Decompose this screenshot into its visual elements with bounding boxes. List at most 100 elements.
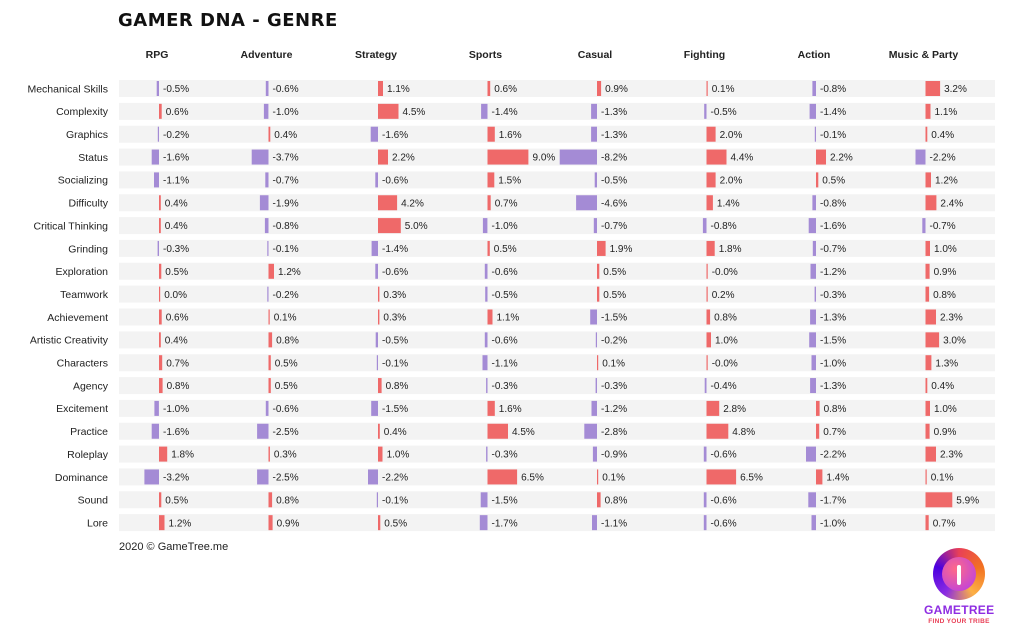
bar	[159, 515, 165, 531]
row-band	[119, 80, 995, 97]
bar	[487, 195, 491, 211]
value-label: -1.2%	[820, 267, 846, 278]
column-header: Sports	[469, 49, 502, 61]
bar	[487, 126, 495, 142]
value-label: -1.6%	[820, 221, 846, 232]
value-label: 0.4%	[165, 221, 188, 232]
value-label: 0.8%	[933, 290, 956, 301]
row-band	[119, 491, 995, 509]
bar	[703, 446, 707, 462]
bar	[378, 218, 401, 234]
value-label: 0.1%	[274, 313, 297, 324]
column-header: Casual	[578, 49, 613, 61]
value-label: 2.0%	[720, 176, 743, 187]
bar	[592, 515, 597, 531]
bar	[808, 218, 816, 234]
row-band	[119, 102, 995, 120]
bar	[159, 446, 168, 462]
value-label: -4.6%	[601, 198, 627, 209]
value-label: -0.9%	[601, 450, 627, 461]
bar	[481, 103, 488, 119]
value-label: -1.5%	[492, 495, 518, 506]
value-label: 5.9%	[956, 495, 979, 506]
bar	[159, 492, 162, 508]
value-label: 1.8%	[719, 244, 742, 255]
bar	[251, 149, 269, 165]
value-label: -0.6%	[273, 84, 299, 95]
value-label: -1.3%	[601, 130, 627, 141]
value-label: -0.7%	[273, 176, 299, 187]
value-label: 0.5%	[384, 518, 407, 529]
bar	[591, 400, 597, 416]
value-label: -0.5%	[711, 107, 737, 118]
bar	[811, 355, 816, 371]
bar	[590, 309, 597, 325]
row-label: Mechanical Skills	[27, 83, 108, 95]
bar	[816, 149, 826, 165]
value-label: -1.2%	[601, 404, 627, 415]
bar	[265, 81, 269, 96]
value-label: 0.1%	[602, 473, 625, 484]
bar	[487, 172, 495, 188]
value-label: 0.4%	[931, 130, 954, 141]
bar	[812, 240, 816, 256]
value-label: 1.0%	[387, 450, 410, 461]
value-label: -0.1%	[273, 244, 299, 255]
row-label: Achievement	[47, 312, 108, 324]
value-label: -0.6%	[492, 267, 518, 278]
value-label: 4.5%	[403, 107, 426, 118]
bar	[915, 149, 926, 165]
bar	[159, 218, 161, 234]
row-label: Excitement	[56, 403, 108, 415]
value-label: 0.9%	[934, 427, 957, 438]
value-label: 0.8%	[714, 313, 737, 324]
bar	[925, 378, 928, 394]
value-label: -0.7%	[930, 221, 956, 232]
value-label: -0.6%	[382, 176, 408, 187]
bar	[584, 423, 597, 439]
row-band	[119, 262, 995, 280]
bar	[810, 378, 816, 394]
bar	[257, 423, 269, 439]
bar	[378, 515, 381, 531]
bar	[816, 423, 820, 439]
bar	[378, 103, 399, 119]
value-label: -1.3%	[820, 313, 846, 324]
bar	[368, 469, 378, 485]
value-label: -1.4%	[820, 107, 846, 118]
value-label: -1.0%	[163, 404, 189, 415]
bar	[925, 400, 930, 416]
value-label: -1.4%	[382, 244, 408, 255]
bar	[370, 126, 378, 142]
value-label: 0.8%	[824, 404, 847, 415]
row-band	[119, 422, 995, 440]
value-label: 2.0%	[720, 130, 743, 141]
value-label: -0.8%	[273, 221, 299, 232]
bar	[706, 263, 708, 279]
row-band	[119, 308, 995, 326]
value-label: 1.2%	[278, 267, 301, 278]
bar	[704, 378, 707, 394]
row-label: Graphics	[66, 129, 108, 141]
value-label: 2.2%	[392, 153, 415, 164]
row-label: Artistic Creativity	[30, 335, 109, 347]
value-label: 0.5%	[822, 176, 845, 187]
bar	[159, 332, 161, 348]
bar	[811, 515, 816, 531]
value-label: 0.7%	[933, 518, 956, 529]
value-label: 0.5%	[165, 495, 188, 506]
bar	[159, 309, 162, 325]
row-label: Difficulty	[69, 198, 109, 210]
bar	[559, 149, 597, 165]
value-label: -0.6%	[711, 450, 737, 461]
value-label: 0.8%	[605, 495, 628, 506]
value-label: 9.0%	[533, 153, 556, 164]
bar	[482, 355, 488, 371]
value-label: -0.8%	[820, 198, 846, 209]
bar	[925, 332, 940, 348]
value-label: -0.8%	[820, 84, 846, 95]
value-label: -1.6%	[163, 153, 189, 164]
value-label: -0.3%	[601, 381, 627, 392]
value-label: 2.3%	[940, 450, 963, 461]
column-header: Action	[798, 49, 831, 61]
